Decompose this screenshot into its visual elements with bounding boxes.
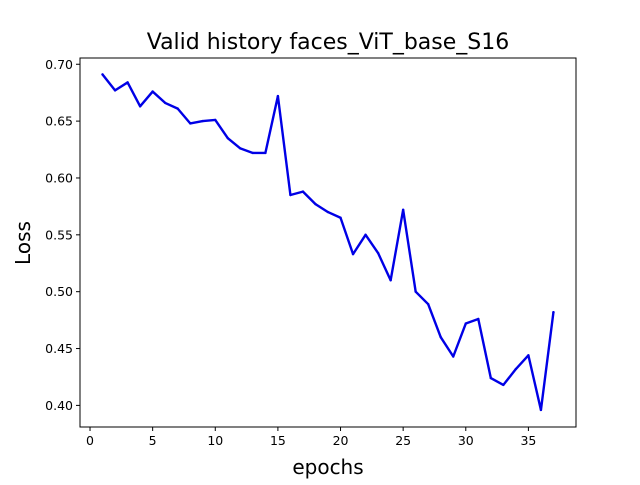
x-tick-label: 35 [520,433,536,448]
data-point [489,376,493,380]
data-point [151,90,154,93]
data-point [314,202,317,206]
data-point [301,190,305,193]
data-point [239,147,242,150]
data-point [264,151,267,155]
y-tick-label: 0.70 [45,57,73,72]
x-tick-label: 25 [395,433,411,448]
data-point [464,322,467,325]
series-points [101,73,555,412]
data-point [439,335,442,339]
y-tick-label: 0.50 [45,284,73,299]
data-point [514,367,518,371]
data-point [276,94,280,98]
data-point [201,119,204,123]
loss-series-line [101,73,555,412]
data-point [351,252,355,256]
y-tick-label: 0.55 [45,227,73,242]
data-point [552,310,555,314]
data-point [226,136,229,140]
x-tick-label: 0 [86,433,94,448]
data-point [101,73,104,76]
data-point [326,210,330,214]
data-point [138,105,142,108]
data-point [214,118,217,122]
data-point [414,290,417,293]
data-point [339,216,342,219]
data-point [452,355,455,358]
data-point [289,193,292,197]
data-point [502,383,505,387]
data-point [126,81,129,84]
x-tick-label: 5 [149,433,157,448]
y-tick-label: 0.40 [45,398,73,413]
x-axis-ticks: 0 5 10 15 20 25 30 35 [86,427,536,448]
x-tick-label: 20 [333,433,349,448]
data-point [251,151,255,155]
x-tick-label: 10 [207,433,223,448]
data-point [113,89,117,92]
y-tick-label: 0.60 [45,170,73,185]
y-axis-ticks: 0.40 0.45 0.50 0.55 0.60 0.65 0.70 [45,57,80,413]
data-point [539,408,543,412]
y-tick-label: 0.45 [45,341,73,356]
data-point [477,317,480,321]
data-point [527,354,530,357]
data-point [427,302,430,306]
data-point [401,208,405,212]
x-tick-label: 30 [458,433,474,448]
chart-title: Valid history faces_ViT_base_S16 [147,30,510,55]
data-point [189,122,192,125]
x-axis-label: epochs [292,455,363,479]
data-point [389,279,392,282]
x-tick-label: 15 [270,433,286,448]
y-axis-label: Loss [11,221,35,265]
data-point [364,233,367,237]
y-tick-label: 0.65 [45,114,73,129]
data-point [176,107,179,110]
data-point [376,251,380,255]
plot-area-frame [79,57,577,428]
data-point [163,101,167,105]
